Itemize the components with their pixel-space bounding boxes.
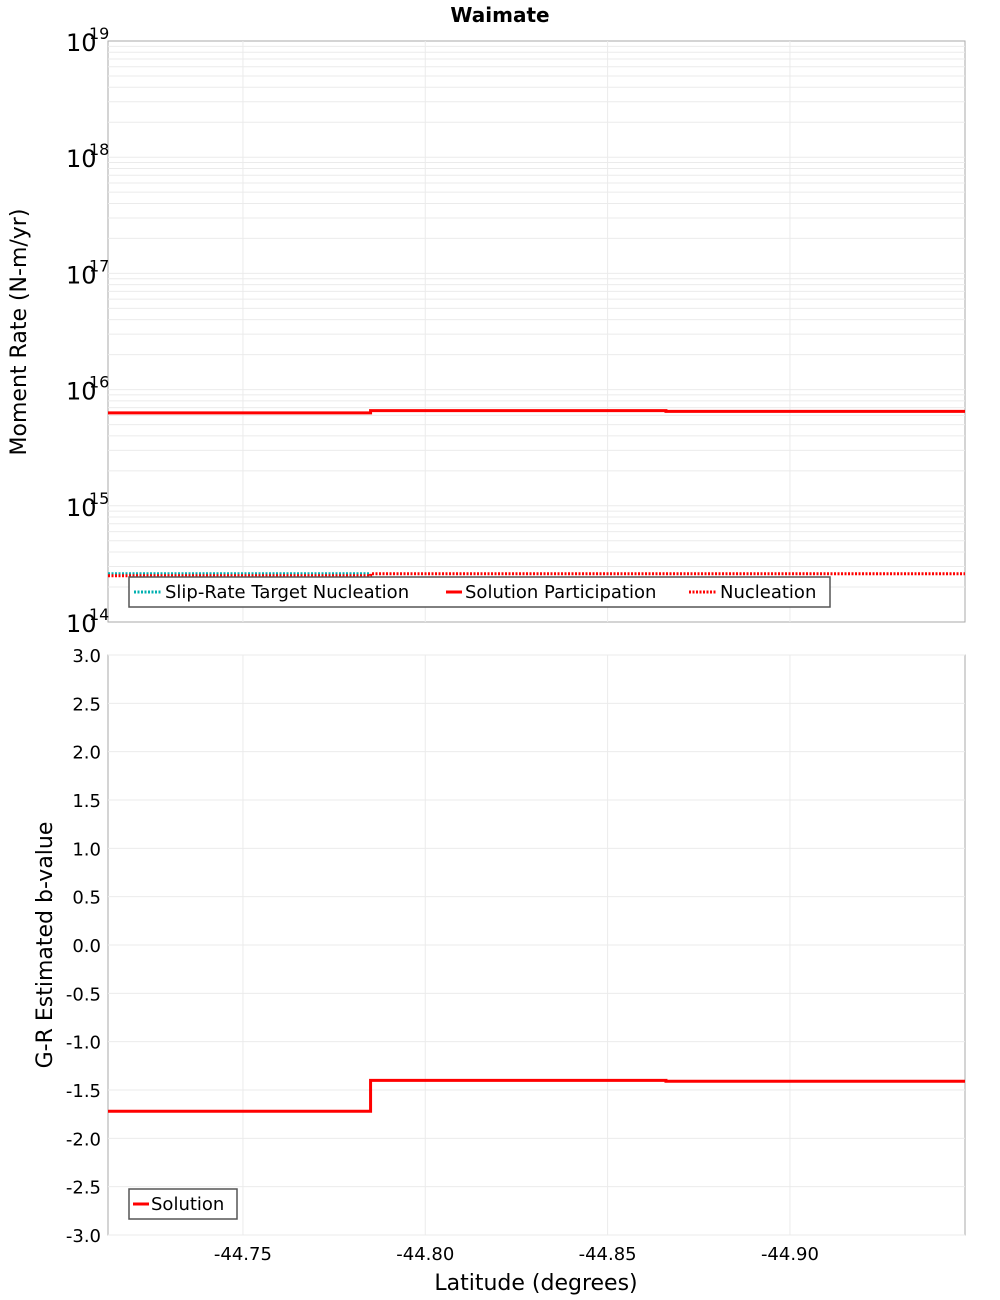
bottom-legend: Solution <box>128 1188 238 1220</box>
y-tick-exponent: 16 <box>89 373 109 392</box>
y-tick-label: 1.0 <box>72 839 101 860</box>
bottom-y-axis-label: G-R Estimated b-value <box>33 822 58 1069</box>
y-tick-label: -0.5 <box>66 984 101 1005</box>
x-tick-label: -44.75 <box>214 1244 272 1265</box>
series-solution <box>108 1078 965 1113</box>
legend-label-nucleation: Nucleation <box>720 582 816 603</box>
x-tick-label: -44.90 <box>761 1244 819 1265</box>
y-tick-label: 10 <box>66 29 97 57</box>
bottom-series <box>108 1078 965 1113</box>
y-tick-exponent: 18 <box>89 140 109 159</box>
y-tick-label: 3.0 <box>72 646 101 667</box>
series-solution-participation <box>108 409 965 415</box>
y-tick-label: 2.5 <box>72 694 101 715</box>
y-tick-label: 10 <box>66 145 97 173</box>
x-tick-label: -44.80 <box>396 1244 454 1265</box>
legend-label-solution-participation: Solution Participation <box>465 582 656 603</box>
top-legend: Slip-Rate Target Nucleation Solution Par… <box>128 576 831 608</box>
y-tick-label: -2.5 <box>66 1178 101 1199</box>
series-nucleation <box>108 572 965 578</box>
y-tick-label: 0.5 <box>72 888 101 909</box>
y-tick-label: -1.0 <box>66 1033 101 1054</box>
y-tick-exponent: 17 <box>89 256 109 275</box>
y-tick-exponent: 15 <box>89 489 109 508</box>
y-tick-label: -2.0 <box>66 1129 101 1150</box>
x-axis-ticks: -44.75 -44.80 -44.85 -44.90 <box>214 1244 819 1265</box>
y-tick-exponent: 14 <box>89 605 109 624</box>
y-tick-label: 2.0 <box>72 743 101 764</box>
bottom-plot: 3.0 2.5 2.0 1.5 1.0 0.5 0.0 -0.5 -1.0 -1.5 -2.0 -2.… <box>33 646 966 1247</box>
y-tick-label: 10 <box>66 494 97 522</box>
chart-title: Waimate <box>450 3 549 27</box>
top-y-axis-label: Moment Rate (N-m/yr) <box>7 209 32 456</box>
y-tick-label: -3.0 <box>66 1226 101 1247</box>
legend-label-slip-rate: Slip-Rate Target Nucleation <box>165 582 409 603</box>
top-grid <box>108 41 965 622</box>
y-tick-label: -1.5 <box>66 1081 101 1102</box>
y-tick-exponent: 19 <box>89 24 109 43</box>
top-series <box>108 409 965 578</box>
x-tick-label: -44.85 <box>579 1244 637 1265</box>
legend-label-solution: Solution <box>151 1194 224 1215</box>
y-tick-label: 10 <box>66 610 97 638</box>
y-tick-label: 1.5 <box>72 791 101 812</box>
y-tick-label: 0.0 <box>72 936 101 957</box>
x-axis-label: Latitude (degrees) <box>434 1271 637 1296</box>
y-tick-label: 10 <box>66 378 97 406</box>
bottom-y-axis-ticks: 3.0 2.5 2.0 1.5 1.0 0.5 0.0 -0.5 -1.0 -1.5 -2.0 -2.… <box>66 646 101 1247</box>
bottom-grid <box>108 654 965 1236</box>
y-tick-label: 10 <box>66 261 97 289</box>
top-plot-frame <box>107 40 966 623</box>
